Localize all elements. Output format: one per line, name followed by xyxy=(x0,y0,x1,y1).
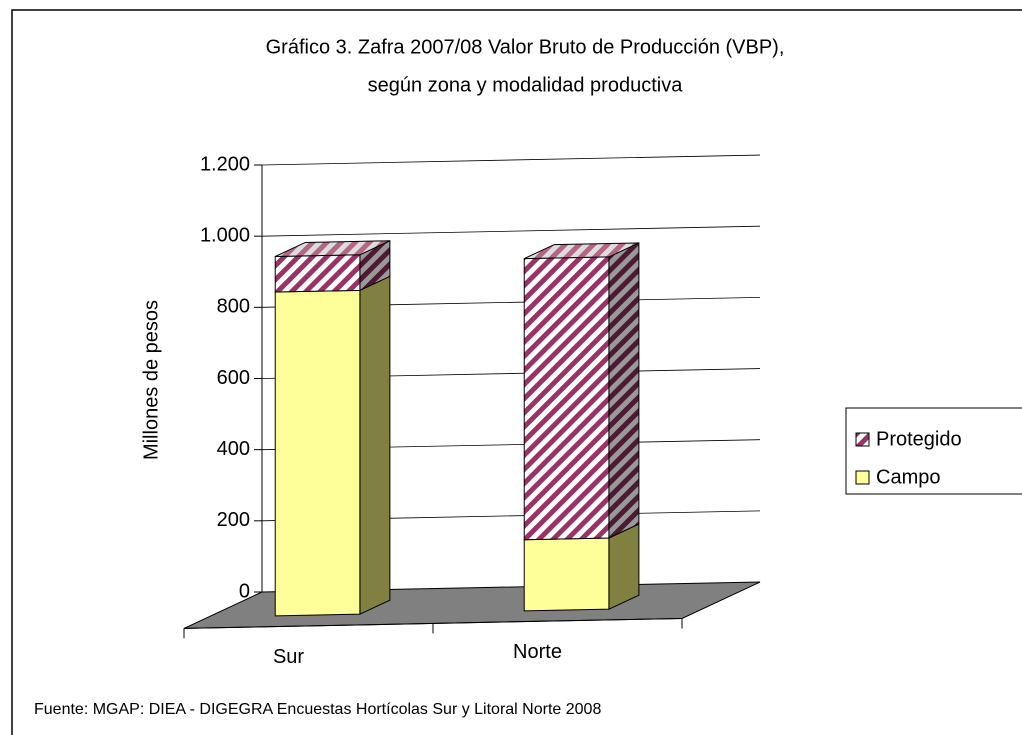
y-tick-label: 800 xyxy=(217,296,250,318)
legend-box xyxy=(845,407,1022,495)
bar-front xyxy=(274,289,361,617)
bar-front xyxy=(274,254,361,293)
bar-front xyxy=(523,537,610,612)
bar-top xyxy=(524,242,640,260)
chart-border xyxy=(11,9,1022,735)
y-axis-label: Millones de pesos xyxy=(140,300,162,460)
x-tick-label: Norte xyxy=(513,641,562,663)
legend-label: Protegido xyxy=(876,428,962,450)
grid-line xyxy=(261,225,761,237)
source-note: Fuente: MGAP: DIEA - DIGEGRA Encuestas H… xyxy=(34,701,601,718)
y-tick-label: 1.200 xyxy=(200,153,250,175)
grid-line xyxy=(261,154,761,166)
bar-side xyxy=(608,242,640,539)
legend-label: Campo xyxy=(876,466,940,488)
bar-segment xyxy=(274,239,391,293)
bar-segment xyxy=(523,523,640,612)
x-tick-label: Sur xyxy=(273,646,304,668)
bar-front xyxy=(523,256,610,541)
legend-swatch xyxy=(855,432,870,447)
chart-title: Gráfico 3. Zafra 2007/08 Valor Bruto de … xyxy=(266,36,785,58)
y-tick-label: 1.000 xyxy=(200,224,250,246)
bar-top xyxy=(275,240,391,257)
bar-side xyxy=(359,275,391,615)
bar-side xyxy=(608,523,640,610)
bar-segment xyxy=(274,275,391,617)
y-tick-label: 0 xyxy=(239,580,250,602)
chart-title: según zona y modalidad productiva xyxy=(368,74,684,96)
y-tick-label: 600 xyxy=(217,367,250,389)
y-tick-label: 200 xyxy=(217,509,250,531)
y-tick-label: 400 xyxy=(217,438,250,460)
legend-swatch xyxy=(855,470,870,485)
bar-segment xyxy=(523,242,640,541)
